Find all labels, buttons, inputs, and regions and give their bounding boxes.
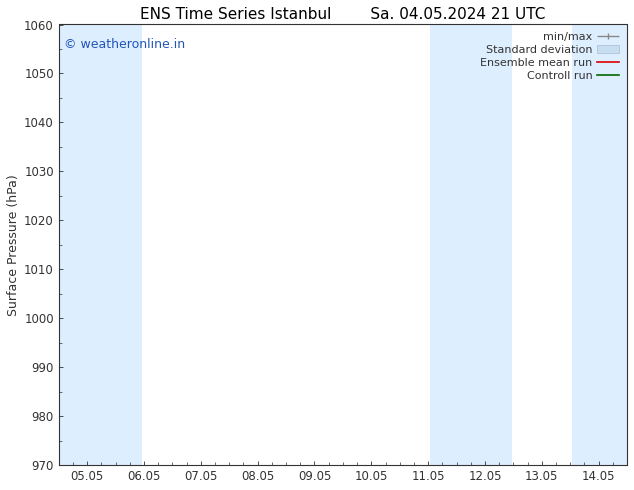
Legend: min/max, Standard deviation, Ensemble mean run, Controll run: min/max, Standard deviation, Ensemble me…	[476, 28, 624, 85]
Title: ENS Time Series Istanbul        Sa. 04.05.2024 21 UTC: ENS Time Series Istanbul Sa. 04.05.2024 …	[140, 7, 546, 22]
Text: © weatheronline.in: © weatheronline.in	[65, 38, 186, 51]
Bar	[59, 24, 142, 465]
Bar	[430, 24, 512, 465]
Bar	[572, 24, 627, 465]
Y-axis label: Surface Pressure (hPa): Surface Pressure (hPa)	[7, 174, 20, 316]
